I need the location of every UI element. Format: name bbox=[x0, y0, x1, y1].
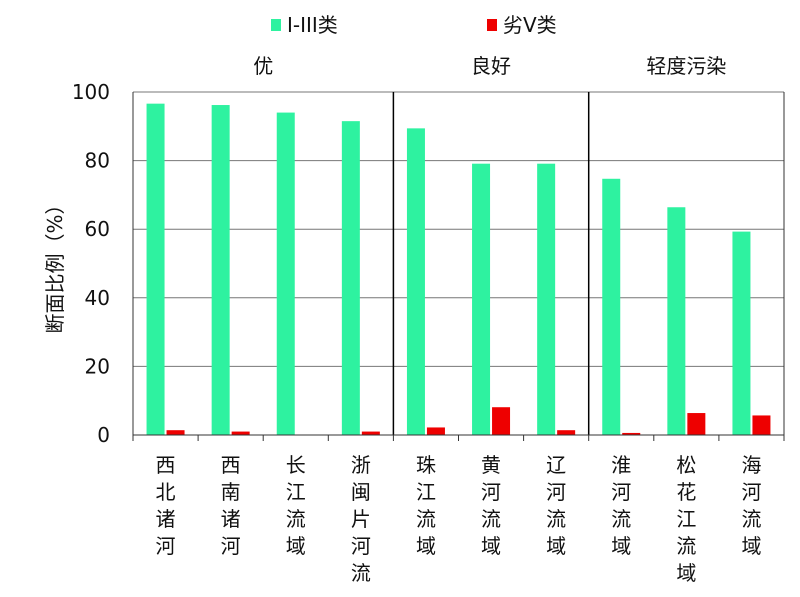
bar bbox=[231, 431, 250, 435]
bar bbox=[667, 207, 686, 435]
bar bbox=[426, 427, 445, 435]
bar bbox=[602, 178, 621, 436]
bar bbox=[361, 431, 380, 435]
bar bbox=[406, 128, 425, 435]
bar bbox=[472, 163, 491, 435]
x-tick-label: 淮河流域 bbox=[611, 453, 631, 558]
x-tick-label: 辽河流域 bbox=[546, 453, 566, 558]
bar bbox=[752, 415, 771, 435]
y-tick-label: 40 bbox=[85, 286, 110, 310]
group-label: 优 bbox=[253, 54, 273, 78]
y-axis-label: 断面比例（%） bbox=[43, 194, 67, 333]
x-tick-label: 海河流域 bbox=[741, 453, 761, 558]
x-tick-label: 西南诸河 bbox=[221, 453, 241, 558]
bar bbox=[557, 430, 576, 435]
group-label: 良好 bbox=[471, 54, 511, 78]
x-tick-label: 珠江流域 bbox=[416, 453, 436, 558]
x-tick-label: 长江流域 bbox=[286, 453, 306, 558]
y-tick-label: 80 bbox=[85, 149, 110, 173]
legend-label: I-III类 bbox=[287, 13, 338, 37]
x-tick-label: 西北诸河 bbox=[156, 453, 176, 558]
bar bbox=[166, 430, 185, 435]
group-label: 轻度污染 bbox=[646, 54, 726, 78]
bar bbox=[146, 103, 165, 436]
y-tick-label: 20 bbox=[85, 354, 110, 378]
x-tick-label: 黄河流域 bbox=[481, 453, 501, 558]
legend-swatch bbox=[271, 19, 281, 31]
x-tick-labels: 西北诸河 西南诸河 长江流域 浙闽片河流 珠江流域 黄河流域 辽河流域 淮河流域 松花江流域 海河… bbox=[156, 453, 762, 585]
legend: I-III类 劣V类 bbox=[271, 13, 557, 37]
bars bbox=[146, 103, 771, 436]
bar bbox=[687, 413, 706, 435]
bar bbox=[211, 105, 230, 435]
group-labels: 优 良好 轻度污染 bbox=[253, 54, 726, 435]
gridlines bbox=[133, 91, 784, 367]
y-tick-label: 60 bbox=[85, 217, 110, 241]
bar bbox=[341, 121, 360, 435]
bar bbox=[492, 407, 511, 435]
legend-label: 劣V类 bbox=[503, 13, 557, 37]
y-tick-label: 100 bbox=[72, 80, 110, 104]
y-tick-label: 0 bbox=[97, 423, 110, 447]
x-tick-label: 浙闽片河流 bbox=[351, 453, 371, 585]
y-tick-labels: 0 20 40 60 80 100 bbox=[72, 80, 110, 447]
bar bbox=[276, 112, 295, 435]
x-tick-label: 松花江流域 bbox=[676, 453, 696, 585]
bar bbox=[537, 163, 556, 435]
bar bbox=[622, 432, 641, 435]
axes bbox=[132, 92, 785, 441]
legend-swatch bbox=[487, 19, 497, 31]
bar bbox=[732, 231, 751, 435]
